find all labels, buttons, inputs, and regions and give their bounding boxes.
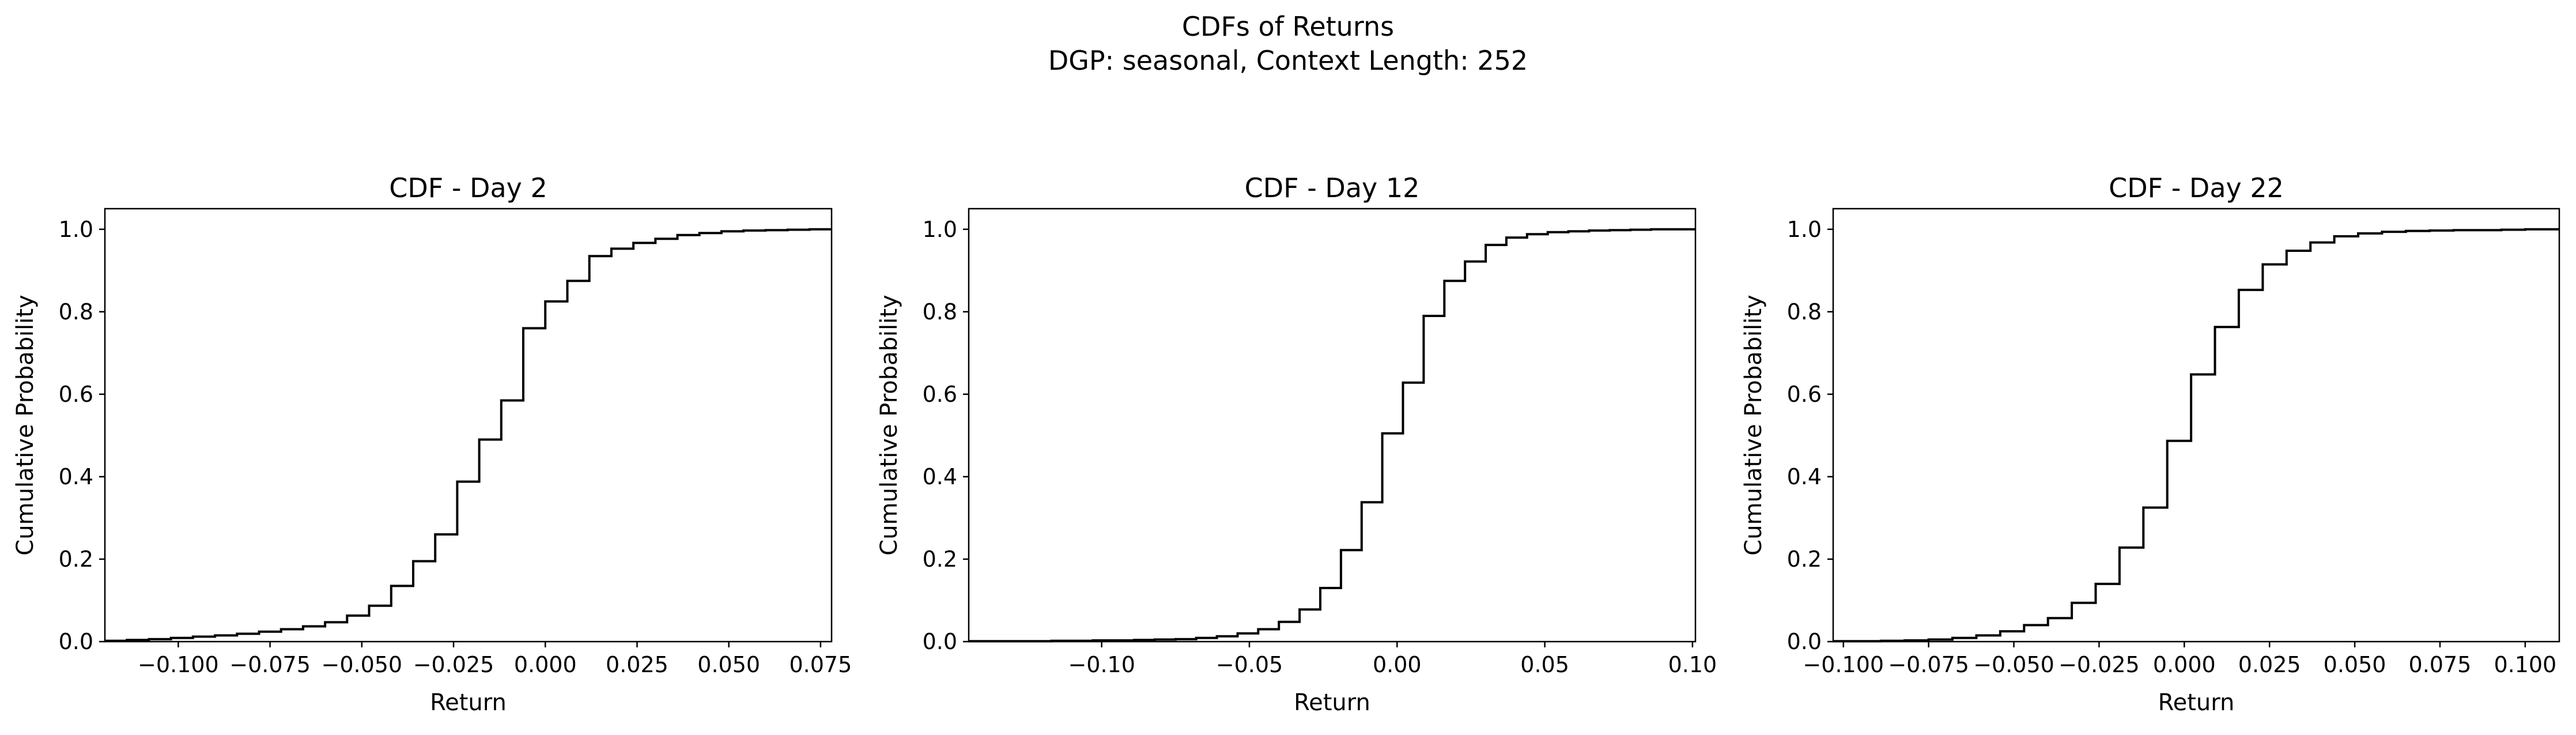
x-tick-label: −0.10 <box>1068 652 1135 677</box>
y-tick-label: 0.6 <box>923 382 957 407</box>
x-tick-label: −0.075 <box>229 652 311 677</box>
y-axis-label: Cumulative Probability <box>876 295 902 555</box>
cdf-step-line <box>105 228 832 642</box>
x-axis-label: Return <box>1294 689 1370 716</box>
x-tick-label: −0.025 <box>413 652 494 677</box>
y-tick-label: 1.0 <box>1787 217 1822 242</box>
x-tick-label: 0.10 <box>1668 652 1717 677</box>
y-tick-label: 0.2 <box>59 546 93 572</box>
x-tick-label: 0.050 <box>2324 652 2386 677</box>
x-tick-label: 0.075 <box>789 652 852 677</box>
y-tick-label: 0.8 <box>59 299 93 325</box>
x-tick-label: 0.05 <box>1520 652 1569 677</box>
x-tick-label: 0.000 <box>2153 652 2216 677</box>
y-tick-label: 0.6 <box>1787 382 1822 407</box>
axes-frame <box>104 208 833 643</box>
subplot-title: CDF - Day 12 <box>1245 172 1420 203</box>
y-tick-label: 0.0 <box>59 629 93 654</box>
x-tick-label: 0.00 <box>1373 652 1422 677</box>
x-tick-label: −0.050 <box>1973 652 2054 677</box>
cdf-step-line <box>969 228 1695 643</box>
y-tick-label: 1.0 <box>59 217 93 242</box>
x-tick-label: −0.050 <box>321 652 402 677</box>
subplot-day-2: −0.100 −0.075 −0.050 −0.025 0.000 0.025 0.050 0… <box>12 172 852 716</box>
subplot-title: CDF - Day 2 <box>389 172 547 203</box>
x-axis-label: Return <box>2158 689 2235 716</box>
x-tick-label: −0.100 <box>1803 652 1884 677</box>
suptitle-line-1: CDFs of Returns <box>1182 11 1394 42</box>
x-tick-label: 0.025 <box>606 652 668 677</box>
x-tick-label: 0.025 <box>2238 652 2301 677</box>
y-tick-label: 0.8 <box>923 299 957 325</box>
y-tick-label: 0.4 <box>923 464 957 489</box>
cdf-step-line <box>1833 228 2559 643</box>
subplot-day-12: −0.10 −0.05 0.00 0.05 0.10 0.0 0.2 0.4 0.6 0.8 1.0… <box>876 172 1717 716</box>
y-tick-label: 0.4 <box>59 464 93 489</box>
y-tick-label: 0.2 <box>1787 546 1822 572</box>
subplot-day-22: −0.100 −0.075 −0.050 −0.025 0.000 0.025 0.050 0… <box>1740 172 2560 716</box>
x-tick-label: 0.100 <box>2494 652 2556 677</box>
x-axis-label: Return <box>430 689 507 716</box>
y-tick-label: 0.6 <box>59 382 93 407</box>
x-tick-label: 0.050 <box>697 652 760 677</box>
y-tick-label: 0.8 <box>1787 299 1822 325</box>
x-tick-label: −0.100 <box>138 652 219 677</box>
y-tick-label: 0.2 <box>923 546 957 572</box>
y-tick-label: 1.0 <box>923 217 957 242</box>
x-tick-label: −0.025 <box>2058 652 2140 677</box>
y-tick-label: 0.4 <box>1787 464 1822 489</box>
x-tick-label: −0.075 <box>1888 652 1969 677</box>
axes-frame <box>1832 208 2560 643</box>
x-tick-label: 0.075 <box>2409 652 2472 677</box>
axes-frame <box>968 208 1697 643</box>
y-axis-label: Cumulative Probability <box>1740 295 1767 555</box>
y-axis-label: Cumulative Probability <box>12 295 39 555</box>
y-tick-label: 0.0 <box>1787 629 1822 654</box>
x-tick-label: 0.000 <box>514 652 577 677</box>
suptitle-line-2: DGP: seasonal, Context Length: 252 <box>1048 45 1528 76</box>
subplot-title: CDF - Day 22 <box>2109 172 2284 203</box>
y-tick-label: 0.0 <box>923 629 957 654</box>
x-tick-label: −0.05 <box>1216 652 1283 677</box>
